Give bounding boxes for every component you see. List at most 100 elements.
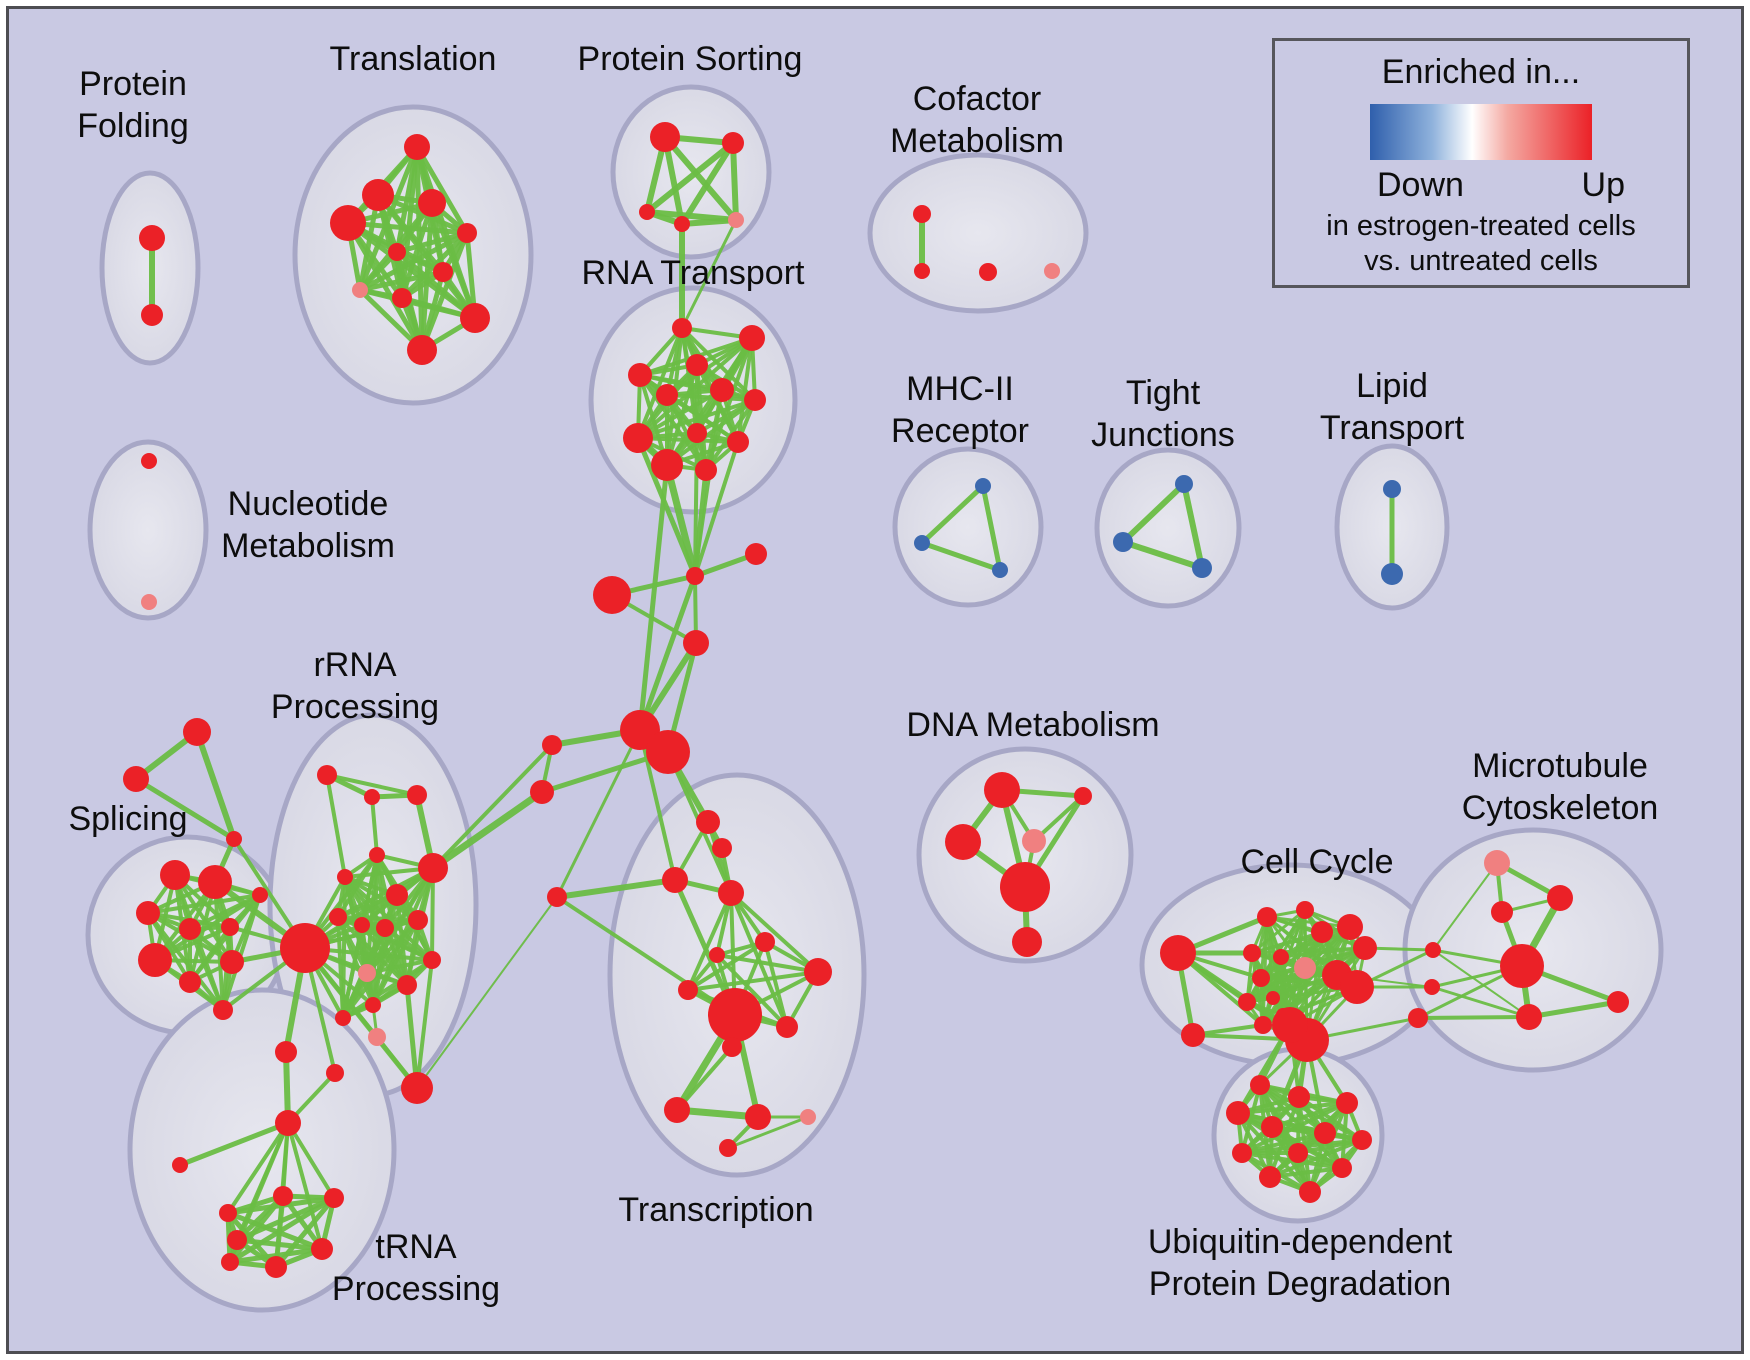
cluster-label-cofactor-metabolism: Cofactor Metabolism <box>890 80 1064 160</box>
edge-tj1-tj2 <box>1120 481 1187 545</box>
node-tn6 <box>219 1204 237 1222</box>
node-rr11 <box>408 910 428 930</box>
node-tn2 <box>324 1188 344 1208</box>
node-tl2 <box>362 179 394 211</box>
edge-rr1-rr5 <box>325 773 347 879</box>
node-spt1 <box>183 718 211 746</box>
edge-cn1-hub1 <box>637 573 698 733</box>
edge-tl7-tl8 <box>357 269 446 293</box>
edge-rt1-rt7 <box>680 326 757 402</box>
node-pf1 <box>139 225 165 251</box>
node-rr18 <box>401 1072 433 1104</box>
node-hub2 <box>646 730 690 774</box>
node-sp2 <box>198 865 232 899</box>
edge-rt2-rt10 <box>736 336 754 444</box>
node-rr9 <box>354 917 370 933</box>
edge-ps2-ps4 <box>679 140 736 227</box>
cluster-label-mhc-ii-receptor: MHC-II Receptor <box>891 370 1029 450</box>
node-ub7 <box>1352 1130 1372 1150</box>
node-mt3 <box>1491 901 1513 923</box>
cluster-ellipse-tight-junctions <box>1094 447 1242 609</box>
node-txhub <box>708 988 762 1042</box>
edge-rr10-rr13 <box>383 926 434 962</box>
node-ps1 <box>650 122 680 152</box>
node-ub12 <box>1299 1181 1321 1203</box>
node-tx13 <box>800 1109 816 1125</box>
node-rr12 <box>358 964 376 982</box>
edge-hub1-rt11 <box>637 462 670 733</box>
node-rr17 <box>368 1028 386 1046</box>
edge-rr12-rr13 <box>365 958 434 975</box>
node-tl11 <box>407 335 437 365</box>
node-lt1 <box>1383 480 1401 498</box>
edge-cc7-cc9 <box>1279 946 1367 959</box>
node-tl4 <box>330 205 366 241</box>
node-mh1 <box>975 478 991 494</box>
cluster-ellipse-mhc-ii-receptor <box>892 446 1044 608</box>
legend-subtitle: in estrogen-treated cells vs. untreated … <box>1275 209 1687 280</box>
node-mh3 <box>992 562 1008 578</box>
node-cc1 <box>1160 935 1196 971</box>
edge-hub1-tx3 <box>638 728 677 882</box>
node-dm4 <box>1022 829 1046 853</box>
node-cc14 <box>1266 991 1280 1005</box>
node-tx8 <box>678 980 698 1000</box>
node-dm5 <box>1000 862 1050 912</box>
node-rt2 <box>739 325 765 351</box>
edge-tl5-tl9 <box>399 230 470 301</box>
node-sp1 <box>160 860 190 890</box>
legend-title: Enriched in... <box>1381 53 1581 91</box>
node-dm2 <box>1074 787 1092 805</box>
node-cf2 <box>914 263 930 279</box>
edge-tn2-tn3 <box>234 1195 337 1243</box>
node-cc2 <box>1181 1023 1205 1047</box>
legend-gradient-bar <box>1370 104 1592 160</box>
node-tx4 <box>718 880 744 906</box>
edge-mh1-mh2 <box>919 483 986 546</box>
edge-rr10-rr15 <box>371 926 387 1007</box>
node-mh2 <box>914 535 930 551</box>
edge-cn7-tx3 <box>554 877 678 900</box>
node-tx14 <box>719 1139 737 1157</box>
cluster-label-protein-sorting: Protein Sorting <box>578 40 803 78</box>
edge-tl6-tl10 <box>394 249 478 321</box>
node-tn5 <box>311 1238 333 1260</box>
edge-tj1-tj3 <box>1181 481 1205 571</box>
cluster-label-rrna-processing: rRNA Processing <box>271 646 439 726</box>
node-ub11 <box>1259 1166 1281 1188</box>
node-dm3 <box>945 824 981 860</box>
node-rt9 <box>687 423 707 443</box>
edge-tx7-tx8 <box>686 970 820 992</box>
node-ub4 <box>1226 1101 1250 1125</box>
legend-up-label: Up <box>1581 166 1625 204</box>
node-tl8 <box>352 282 368 298</box>
node-tx10 <box>722 1037 742 1057</box>
edge-tl3-tl10 <box>429 200 478 321</box>
node-rr4 <box>369 847 385 863</box>
edge-rr11-rr15 <box>371 918 420 1007</box>
node-tn3 <box>227 1230 247 1250</box>
edge-rr18-rr13 <box>415 958 434 1090</box>
node-cc3 <box>1257 907 1277 927</box>
cluster-label-rna-transport: RNA Transport <box>582 254 806 292</box>
node-rr15 <box>365 997 381 1013</box>
edge-rt7-rt8 <box>636 398 757 440</box>
node-rr5 <box>337 869 353 885</box>
edge-cn5-rr6 <box>431 743 554 870</box>
node-ub8 <box>1232 1143 1252 1163</box>
node-tx3 <box>662 867 688 893</box>
edge-tl1-tl8 <box>357 144 420 293</box>
node-cc19 <box>1272 1007 1308 1043</box>
node-cc6 <box>1337 914 1363 940</box>
node-ps4 <box>674 216 690 232</box>
edge-tj2-tj3 <box>1120 539 1205 571</box>
node-cf1 <box>913 205 931 223</box>
edge-cn6-rr6 <box>429 788 546 872</box>
edge-tnhub-tn6 <box>226 1121 290 1215</box>
edge-cn7-rr18 <box>416 896 558 1089</box>
edge-mtc2-mt6 <box>1430 985 1531 1019</box>
cluster-label-tight-junctions: Tight Junctions <box>1091 374 1235 454</box>
node-tx7 <box>804 958 832 986</box>
edge-rr2-rr4 <box>370 795 379 857</box>
node-rt10 <box>727 431 749 453</box>
